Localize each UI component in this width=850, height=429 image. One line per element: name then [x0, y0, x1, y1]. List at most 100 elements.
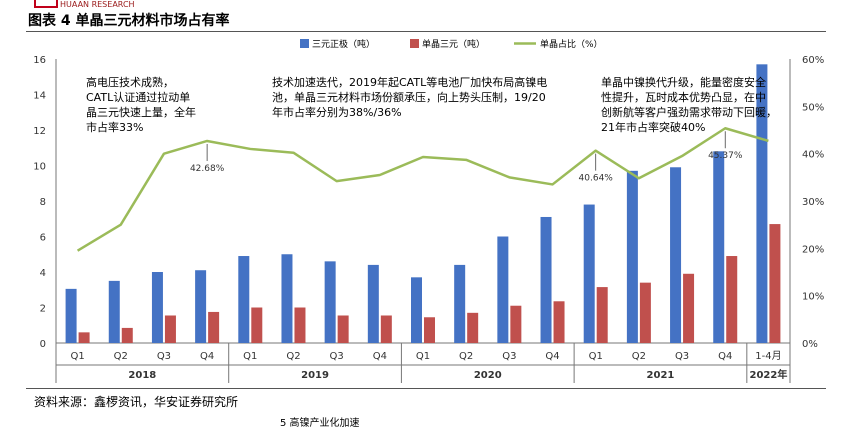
- bar-ternary-cathode: [670, 167, 682, 343]
- y-tick-label-right: 40%: [802, 150, 824, 161]
- source-divider: [26, 388, 826, 389]
- bar-ternary-cathode: [497, 236, 509, 343]
- bar-ternary-cathode: [195, 270, 207, 343]
- bar-ternary-cathode: [454, 264, 466, 343]
- year-label: 2021: [647, 370, 675, 381]
- bar-single-crystal: [769, 224, 781, 343]
- y-tick-label-left: 16: [33, 55, 46, 66]
- x-tick-label: Q4: [545, 351, 559, 362]
- bar-ternary-cathode: [151, 272, 163, 343]
- bar-single-crystal: [294, 307, 306, 343]
- source-note: 资料来源：鑫椤资讯，华安证券研究所: [34, 395, 239, 409]
- bar-ternary-cathode: [281, 254, 293, 343]
- y-tick-label-right: 60%: [802, 55, 824, 66]
- bar-ternary-cathode: [108, 280, 120, 343]
- bar-single-crystal: [78, 332, 90, 343]
- x-tick-label: Q1: [416, 351, 430, 362]
- data-label-share: 45.37%: [708, 151, 743, 161]
- bar-ternary-cathode: [238, 256, 250, 343]
- bar-single-crystal: [251, 307, 263, 343]
- x-tick-label: Q1: [589, 351, 603, 362]
- bar-single-crystal: [683, 273, 695, 343]
- bar-ternary-cathode: [540, 216, 552, 343]
- x-tick-label: Q3: [502, 351, 516, 362]
- bar-single-crystal: [726, 256, 738, 343]
- year-label: 2020: [474, 370, 502, 381]
- chart-title: 图表 4 单晶三元材料市场占有率: [28, 13, 230, 29]
- bar-ternary-cathode: [324, 261, 336, 343]
- y-tick-label-right: 20%: [802, 244, 824, 255]
- line-single-crystal-share: [76, 126, 769, 252]
- y-tick-label-left: 0: [40, 339, 46, 350]
- x-tick-label: Q2: [459, 351, 473, 362]
- legend-swatch: [410, 39, 419, 48]
- annotation-line: 创新航等客户强劲需求带动下回暖，: [601, 105, 777, 119]
- annotation-line: 池，单晶三元材料市场份额承压，向上势头压制，19/20: [272, 90, 546, 104]
- legend-swatch: [300, 39, 309, 48]
- x-tick-label: Q2: [114, 351, 128, 362]
- data-label-share: 40.64%: [579, 174, 614, 184]
- bar-single-crystal: [510, 305, 522, 343]
- y-tick-label-right: 30%: [802, 197, 824, 208]
- bar-single-crystal: [164, 315, 176, 343]
- bar-ternary-cathode: [756, 64, 768, 343]
- bar-single-crystal: [337, 315, 349, 343]
- bar-ternary-cathode: [65, 288, 77, 343]
- x-tick-label: Q4: [200, 351, 214, 362]
- x-tick-label: Q3: [675, 351, 689, 362]
- chart-legend: 三元正极（吨） 单晶三元（吨） 单晶占比（%）: [300, 38, 603, 50]
- bar-single-crystal: [553, 301, 565, 343]
- legend-label: 单晶占比（%）: [540, 38, 603, 50]
- brand-name: HUAAN RESEARCH: [60, 0, 135, 9]
- x-axis: Q1 Q2 Q3 Q4 Q1 Q2 Q3 Q4 Q1 Q2 Q3 Q4 Q1 Q2 Q3 Q4 1-4月 2018…: [55, 343, 791, 383]
- chart-area: 0 2 4 6 8 10 12 14 16 0% 10% 20% 30% 40% 50% 60% 42.68%…: [33, 38, 824, 383]
- bar-single-crystal: [467, 312, 479, 343]
- x-tick-label: Q4: [718, 351, 732, 362]
- x-tick-label: Q4: [373, 351, 387, 362]
- y-tick-label-left: 6: [40, 233, 46, 244]
- year-label: 2018: [128, 370, 156, 381]
- x-tick-label: Q3: [157, 351, 171, 362]
- bar-single-crystal: [596, 287, 608, 343]
- x-tick-label: Q3: [330, 351, 344, 362]
- bar-ternary-cathode: [626, 170, 638, 343]
- y-tick-label-left: 2: [40, 304, 46, 315]
- annotation-text: 单晶中镍换代升级，能量密度安全性提升，瓦时成本优势凸显，在中创新航等客户强劲需求…: [601, 75, 777, 134]
- y-tick-label-right: 10%: [802, 292, 824, 303]
- chart-bars: [65, 64, 781, 343]
- x-tick-label: Q1: [243, 351, 257, 362]
- y-tick-label-left: 8: [40, 197, 46, 208]
- x-tick-label: Q2: [632, 351, 646, 362]
- y-tick-label-left: 10: [33, 162, 46, 173]
- year-label: 2022年: [749, 368, 787, 381]
- x-tick-label: 1-4月: [755, 350, 781, 362]
- annotation-line: 市占率33%: [86, 120, 143, 134]
- annotation-line: 年市占率分别为38%/36%: [272, 105, 402, 119]
- legend-label: 单晶三元（吨）: [422, 38, 485, 50]
- annotation-line: 技术加速迭代，2019年起CATL等电池厂加快布局高镍电: [272, 75, 547, 89]
- bar-single-crystal: [208, 311, 220, 343]
- y-tick-label-left: 12: [33, 126, 46, 137]
- annotation-line: 单晶中镍换代升级，能量密度安全: [601, 75, 766, 89]
- annotation-text: 技术加速迭代，2019年起CATL等电池厂加快布局高镍电池，单晶三元材料市场份额…: [272, 75, 547, 119]
- data-label-share: 42.68%: [190, 164, 225, 174]
- chart-line: 42.68% 40.64% 45.37%: [76, 126, 769, 252]
- bar-single-crystal: [380, 315, 392, 343]
- bar-ternary-cathode: [367, 264, 379, 343]
- annotation-line: 21年市占率突破40%: [601, 120, 705, 134]
- brand-logo-icon: [34, 0, 58, 8]
- y-tick-label-right: 50%: [802, 102, 824, 113]
- bar-single-crystal: [639, 282, 651, 343]
- annotation-text: 高电压技术成熟， CATL认证通过拉动单晶三元快速上量，全年市占率33%: [86, 75, 196, 134]
- annotation-line: 高电压技术成熟，: [86, 75, 174, 89]
- chart-annotations: 高电压技术成熟， CATL认证通过拉动单晶三元快速上量，全年市占率33% 技术加速迭…: [86, 75, 777, 134]
- x-tick-label: Q1: [70, 351, 84, 362]
- x-tick-label: Q2: [286, 351, 300, 362]
- bar-ternary-cathode: [583, 204, 595, 343]
- y-tick-label-right: 0%: [802, 339, 818, 350]
- bar-single-crystal: [121, 327, 133, 343]
- annotation-line: 晶三元快速上量，全年: [86, 105, 196, 119]
- title-divider: [26, 31, 826, 32]
- bar-ternary-cathode: [411, 277, 422, 343]
- year-label: 2019: [301, 370, 329, 381]
